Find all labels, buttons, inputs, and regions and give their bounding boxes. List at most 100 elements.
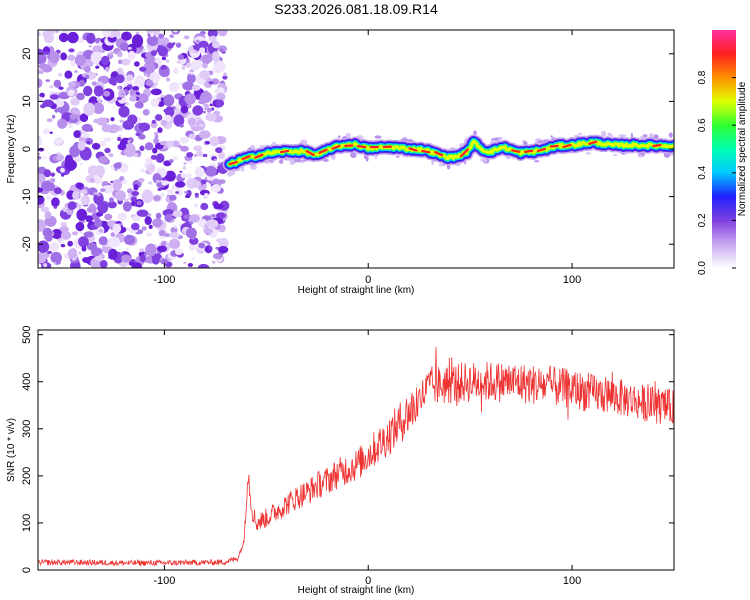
noise-speckle — [184, 93, 196, 105]
noise-speckle — [186, 73, 196, 84]
noise-speckle — [97, 193, 101, 197]
noise-speckle — [160, 141, 165, 146]
noise-speckle — [40, 206, 50, 213]
snr-x-ticks: -100 0 100 — [153, 330, 581, 587]
noise-speckle — [117, 212, 127, 222]
noise-speckle — [104, 213, 113, 221]
noise-speckle — [155, 114, 163, 121]
noise-speckle — [216, 238, 223, 243]
noise-speckle — [69, 145, 81, 158]
noise-speckle — [77, 141, 86, 151]
noise-speckle — [127, 46, 132, 50]
noise-speckle — [108, 124, 120, 133]
y-tick-label: 20 — [21, 48, 33, 60]
noise-speckle — [60, 167, 65, 173]
noise-speckle — [53, 187, 62, 195]
snr-line — [38, 346, 674, 567]
spectrogram-y-ticks: -20 -10 0 10 20 — [21, 48, 674, 252]
noise-speckle — [196, 150, 204, 157]
noise-speckle — [169, 81, 180, 92]
noise-speckle — [99, 140, 107, 147]
ridge-band-5 — [228, 139, 674, 166]
noise-speckle — [174, 181, 186, 188]
noise-speckle — [211, 107, 215, 111]
noise-speckle — [70, 97, 80, 106]
noise-speckle — [103, 90, 111, 97]
noise-speckle — [198, 130, 211, 139]
ridge-halo-speckle — [613, 154, 618, 156]
noise-speckle — [222, 75, 228, 80]
noise-speckle — [172, 140, 180, 148]
ridge-halo-speckle — [227, 171, 233, 177]
noise-speckle — [80, 132, 90, 138]
noise-speckle — [113, 162, 122, 169]
noise-speckle — [46, 195, 52, 200]
noise-speckle — [38, 78, 43, 88]
noise-speckle — [82, 257, 91, 263]
noise-speckle — [117, 143, 127, 151]
noise-speckle — [85, 74, 90, 79]
noise-speckle — [86, 242, 97, 251]
noise-speckle — [46, 250, 53, 255]
noise-speckle — [38, 252, 47, 264]
noise-speckle — [134, 61, 140, 67]
noise-speckle — [127, 50, 136, 60]
noise-speckle — [147, 181, 153, 185]
noise-speckle — [194, 203, 198, 208]
noise-speckle — [195, 39, 200, 43]
noise-speckle — [188, 160, 193, 164]
noise-speckle — [38, 96, 44, 103]
noise-speckle — [116, 96, 122, 101]
noise-speckle — [150, 50, 157, 56]
noise-speckle — [118, 59, 123, 65]
noise-speckle — [145, 243, 157, 257]
noise-speckle — [73, 130, 81, 139]
ridge-halo-speckle — [601, 130, 607, 137]
noise-speckle — [169, 34, 175, 39]
noise-speckle — [109, 51, 114, 56]
noise-speckle — [43, 169, 52, 178]
noise-speckle — [157, 46, 168, 57]
noise-speckle — [95, 65, 100, 69]
noise-speckle — [121, 254, 132, 263]
noise-speckle — [144, 73, 148, 77]
ridge-halo-speckle — [653, 134, 659, 139]
noise-speckle — [121, 31, 132, 41]
noise-speckle — [67, 54, 76, 61]
noise-speckle — [154, 134, 159, 139]
noise-speckle — [166, 189, 174, 194]
noise-speckle — [155, 153, 165, 163]
y-tick-label: 200 — [21, 467, 33, 485]
noise-speckle — [161, 56, 167, 61]
noise-speckle — [114, 168, 118, 172]
ridge-halo-speckle — [289, 159, 295, 166]
noise-speckle — [206, 219, 219, 229]
ridge-core-segment — [434, 151, 444, 157]
noise-speckle — [62, 206, 68, 212]
noise-speckle — [199, 123, 204, 128]
colorbar-tick-label: 0.8 — [697, 70, 708, 84]
snr-panel: -100 0 100 0 100 200 300 400 500 Height of stra… — [6, 326, 675, 596]
noise-speckle — [51, 197, 60, 208]
noise-speckle — [156, 245, 167, 252]
noise-speckle — [38, 187, 44, 193]
noise-speckle — [92, 102, 105, 115]
noise-speckle — [109, 197, 114, 203]
noise-speckle — [215, 147, 223, 154]
noise-speckle — [140, 168, 145, 173]
noise-speckle — [60, 231, 72, 240]
ridge-core-segment — [356, 145, 367, 149]
ridge-core-segment — [536, 147, 547, 153]
noise-speckle — [75, 182, 83, 189]
y-tick-label: 500 — [21, 326, 33, 344]
noise-speckle — [89, 177, 95, 183]
noise-speckle — [153, 137, 160, 144]
noise-speckle — [85, 215, 93, 223]
noise-speckle — [150, 88, 162, 96]
colorbar-tick-label: 0.4 — [697, 165, 708, 179]
noise-speckle — [180, 172, 187, 179]
noise-speckle — [54, 30, 60, 33]
noise-speckle — [91, 142, 101, 150]
noise-speckle — [185, 227, 197, 239]
noise-speckle — [38, 52, 47, 65]
